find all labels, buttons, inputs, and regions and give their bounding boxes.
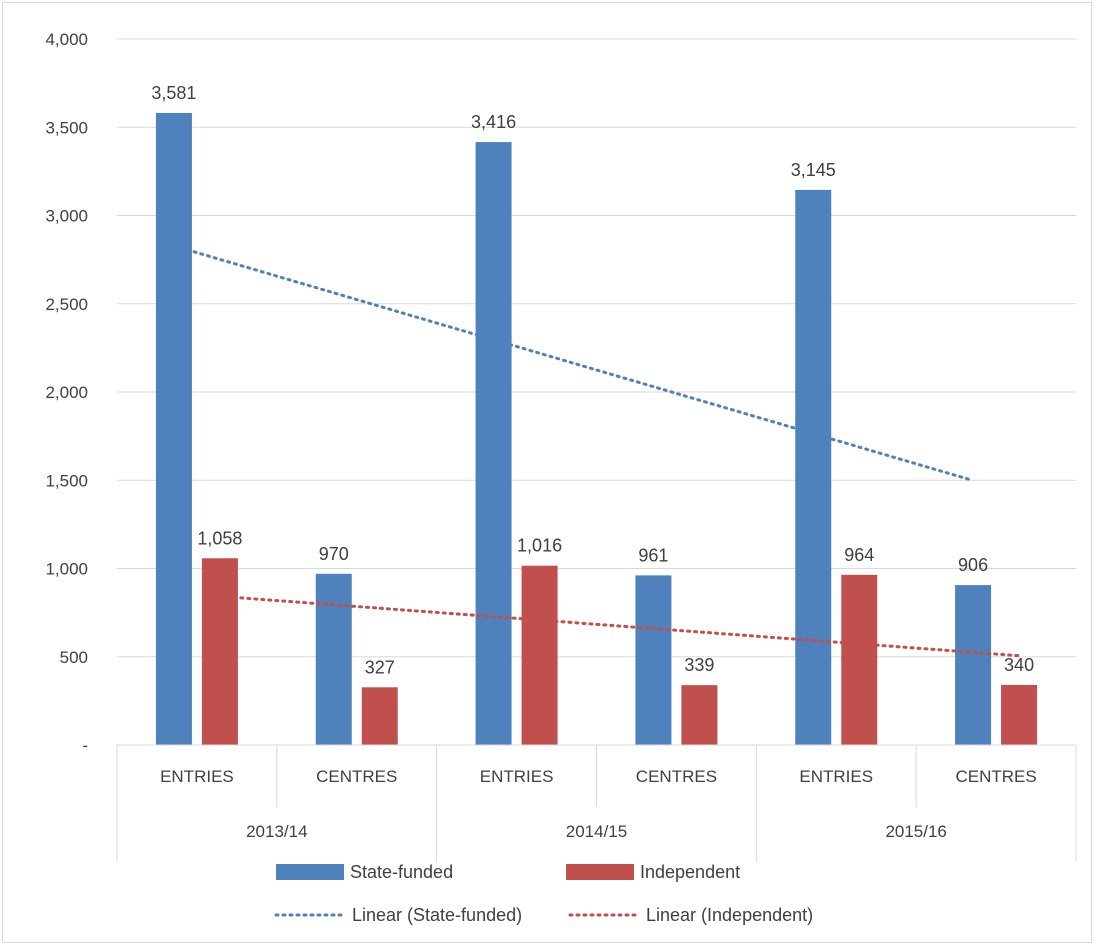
bar-state-funded-5 (955, 585, 992, 745)
x-category-label: CENTRES (955, 767, 1036, 786)
data-label: 327 (365, 657, 395, 677)
x-axis: ENTRIES CENTRES ENTRIES CENTRES ENTRIES CENTR… (116, 744, 1077, 862)
y-tick-label: 3,000 (45, 207, 88, 226)
bar-independent-4 (841, 574, 878, 745)
y-tick-label: 2,000 (45, 383, 88, 402)
bar-state-funded-0 (155, 112, 192, 746)
data-label: 3,416 (471, 112, 516, 132)
legend-label: State-funded (350, 862, 453, 882)
y-tick-label: 1,500 (45, 471, 88, 490)
y-tick-label: 500 (60, 648, 88, 667)
data-label: 339 (684, 655, 714, 675)
data-label: 1,016 (517, 536, 562, 556)
trendline-independent (218, 594, 1021, 658)
x-group-label: 2014/15 (566, 822, 627, 841)
data-label: 1,058 (197, 528, 242, 548)
y-tick-label: 3,500 (45, 118, 88, 137)
x-category-label: CENTRES (636, 767, 717, 786)
data-label: 3,581 (151, 83, 196, 103)
data-label: 3,145 (791, 160, 836, 180)
bar-state-funded-4 (795, 189, 832, 746)
bar-independent-3 (681, 685, 718, 745)
data-label: 970 (319, 544, 349, 564)
legend: State-funded Independent Linear (State-fun… (274, 862, 813, 925)
y-tick-label: 2,500 (45, 295, 88, 314)
x-category-label: ENTRIES (799, 767, 873, 786)
y-tick-label: 4,000 (45, 30, 88, 49)
legend-label: Linear (State-funded) (352, 905, 522, 925)
y-axis: - 500 1,000 1,500 2,000 2,500 3,000 3,500 4,000 (45, 30, 88, 755)
y-tick-label: 1,000 (45, 560, 88, 579)
x-group-label: 2015/16 (885, 822, 946, 841)
data-label: 961 (638, 545, 668, 565)
x-category-label: CENTRES (316, 767, 397, 786)
bar-state-funded-1 (315, 573, 352, 745)
bar-independent-5 (1001, 684, 1038, 745)
bar-independent-2 (521, 565, 558, 745)
x-category-label: ENTRIES (160, 767, 234, 786)
x-category-label: ENTRIES (480, 767, 554, 786)
legend-label: Linear (Independent) (646, 905, 813, 925)
bar-state-funded-2 (475, 142, 512, 746)
trendline-state-funded (172, 244, 975, 483)
legend-swatch (566, 864, 634, 880)
trendlines (172, 244, 1021, 658)
data-label: 906 (958, 555, 988, 575)
data-label: 964 (844, 545, 874, 565)
bar-independent-0 (201, 558, 238, 745)
x-group-label: 2013/14 (246, 822, 307, 841)
gridlines (117, 38, 1076, 746)
bars (155, 112, 1038, 746)
bar-independent-1 (361, 687, 398, 745)
data-label: 340 (1004, 655, 1034, 675)
legend-swatch (276, 864, 344, 880)
data-labels: 3,581 970 3,416 961 3,145 906 1,058 327 1,016 339… (151, 83, 1034, 677)
bar-state-funded-3 (635, 575, 672, 745)
y-tick-label: - (82, 736, 88, 755)
legend-label: Independent (640, 862, 740, 882)
